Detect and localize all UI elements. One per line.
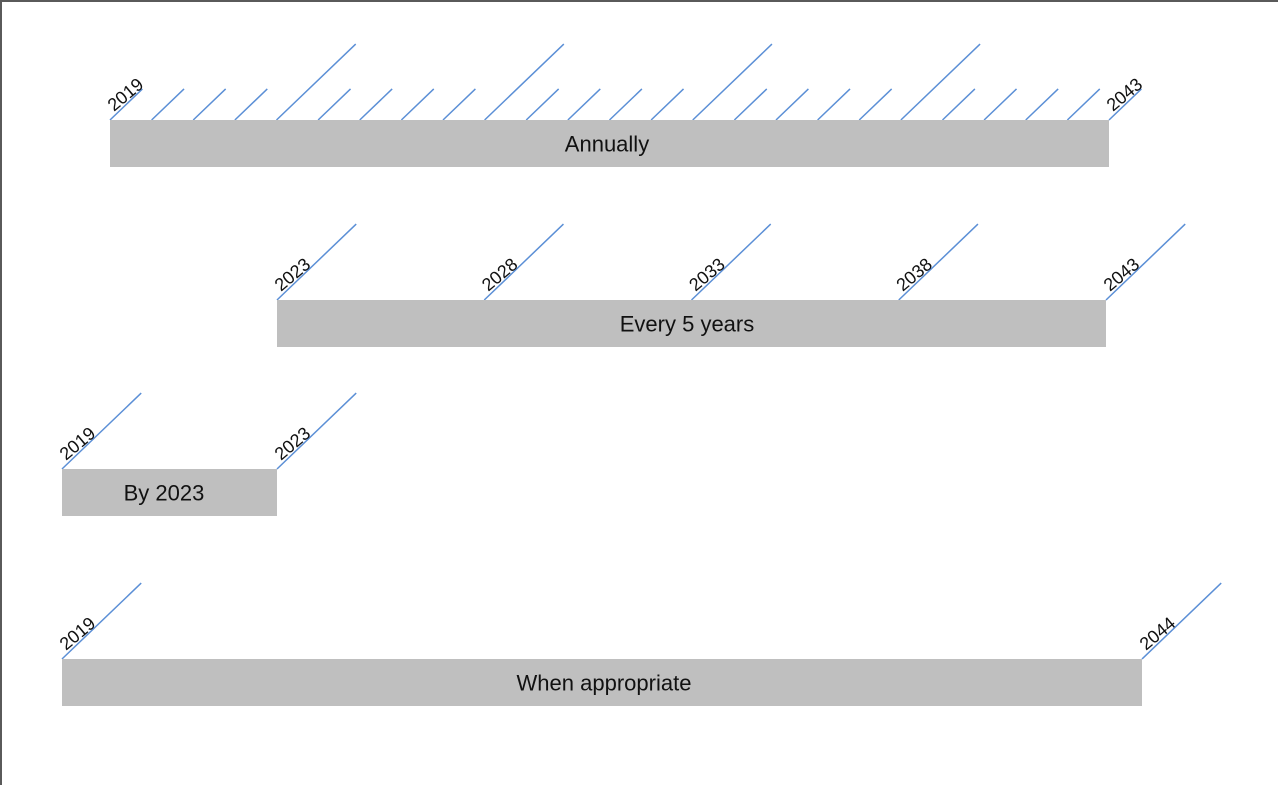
year-tick — [400, 88, 435, 121]
year-label: 2038 — [892, 254, 936, 295]
year-tick — [234, 88, 268, 121]
year-tick — [61, 392, 142, 470]
timeline-bar — [110, 120, 1109, 167]
rows-layer: Annually 2019 2043 Every 5 years 2023 2028 203… — [56, 43, 1222, 706]
year-tick — [775, 88, 809, 121]
year-label: 2028 — [478, 254, 522, 295]
timeline-row: By 2023 2019 2023 — [56, 392, 357, 516]
year-label: 2043 — [1100, 254, 1144, 295]
year-tick — [983, 88, 1018, 121]
timeline-bar — [62, 659, 1142, 706]
year-tick — [817, 88, 851, 121]
year-label: 2033 — [685, 254, 729, 295]
year-label: 2023 — [271, 423, 315, 464]
year-label: 2019 — [56, 613, 100, 654]
year-label: 2023 — [271, 254, 315, 295]
year-tick — [442, 88, 476, 121]
year-tick — [900, 43, 981, 121]
year-tick — [608, 88, 643, 121]
year-tick — [1141, 582, 1222, 660]
year-tick — [192, 88, 227, 121]
year-tick — [359, 88, 393, 121]
timeline-row: When appropriate 2019 2044 — [56, 582, 1222, 706]
year-tick — [1066, 88, 1101, 121]
year-label: 2043 — [1103, 74, 1147, 115]
timeline-bar — [62, 469, 277, 516]
year-tick — [276, 392, 357, 470]
year-tick — [317, 88, 352, 121]
timeline-row: Every 5 years 2023 2028 2033 2038 2043 — [271, 223, 1186, 347]
timeline-bar — [277, 300, 1106, 347]
year-label: 2044 — [1136, 613, 1180, 654]
bar-label: Every 5 years — [620, 312, 755, 337]
year-tick — [898, 223, 979, 301]
year-tick — [567, 88, 601, 121]
year-tick — [483, 223, 564, 301]
year-tick — [61, 582, 142, 660]
year-tick — [692, 43, 773, 121]
year-tick — [109, 88, 143, 121]
year-tick — [1105, 223, 1186, 301]
year-tick — [484, 43, 565, 121]
year-tick — [858, 88, 893, 121]
year-tick — [941, 88, 976, 121]
year-label: 2019 — [56, 423, 100, 464]
year-tick — [276, 223, 357, 301]
year-tick — [1108, 88, 1142, 121]
year-tick — [275, 43, 357, 121]
year-tick — [525, 88, 560, 121]
bar-label: By 2023 — [124, 481, 205, 506]
timeline-row: Annually 2019 2043 — [104, 43, 1147, 167]
year-label: 2019 — [104, 74, 148, 115]
year-tick — [151, 88, 185, 121]
bar-label: Annually — [565, 132, 649, 157]
bar-label: When appropriate — [517, 671, 692, 696]
year-tick — [690, 223, 772, 301]
year-tick — [733, 88, 768, 121]
year-tick — [1025, 88, 1059, 121]
year-tick — [650, 88, 685, 121]
